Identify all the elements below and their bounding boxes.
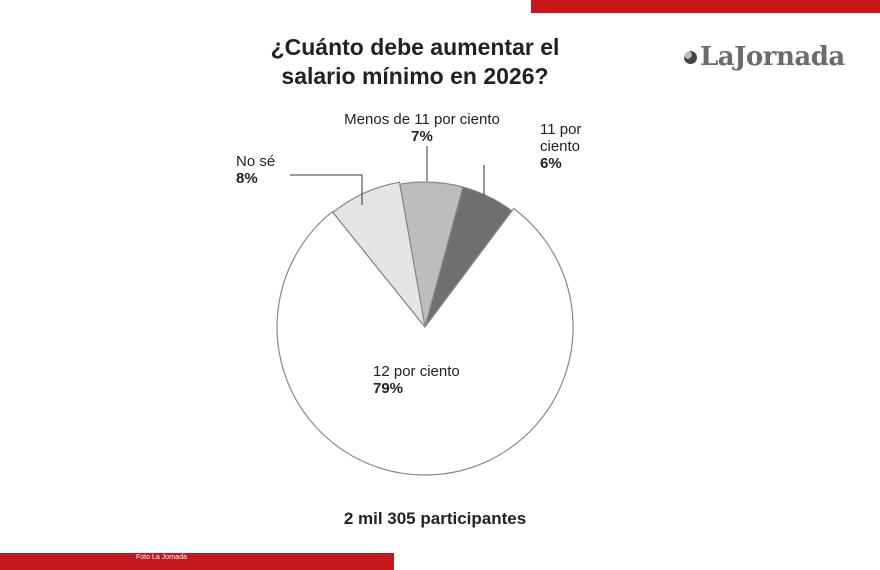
slice-value-label: 79%	[373, 380, 404, 397]
top-accent-bar	[531, 0, 880, 13]
logo-globe-icon	[684, 50, 697, 64]
slice-category-label: 12 por ciento	[373, 363, 460, 380]
logo-text: LaJornada	[700, 42, 845, 72]
slice-value-label: 8%	[236, 170, 258, 187]
slice-category-label: 11 por ciento	[540, 121, 582, 155]
pie-slice	[332, 181, 426, 328]
slice-category-label: Menos de 11 por ciento	[344, 111, 500, 128]
slice-label-menos-de-11: Menos de 11 por ciento 7%	[336, 111, 508, 145]
la-jornada-logo: LaJornada	[684, 39, 845, 75]
photo-credit: Foto La Jornada	[136, 554, 187, 561]
slice-label-11: 11 por ciento 6%	[540, 121, 600, 172]
slice-value-label: 7%	[411, 128, 433, 145]
leader-line	[290, 174, 363, 205]
slice-value-label: 6%	[540, 155, 562, 172]
participants-count: 2 mil 305 participantes	[343, 509, 527, 528]
slice-label-no-se: No sé 8%	[236, 153, 275, 187]
pie-slice	[276, 207, 574, 476]
chart-title: ¿Cuánto debe aumentar el salario mínimo …	[270, 34, 560, 89]
slice-category-label: No sé	[236, 153, 276, 170]
slice-label-12: 12 por ciento 79%	[373, 363, 460, 397]
bottom-accent-bar	[0, 553, 394, 570]
